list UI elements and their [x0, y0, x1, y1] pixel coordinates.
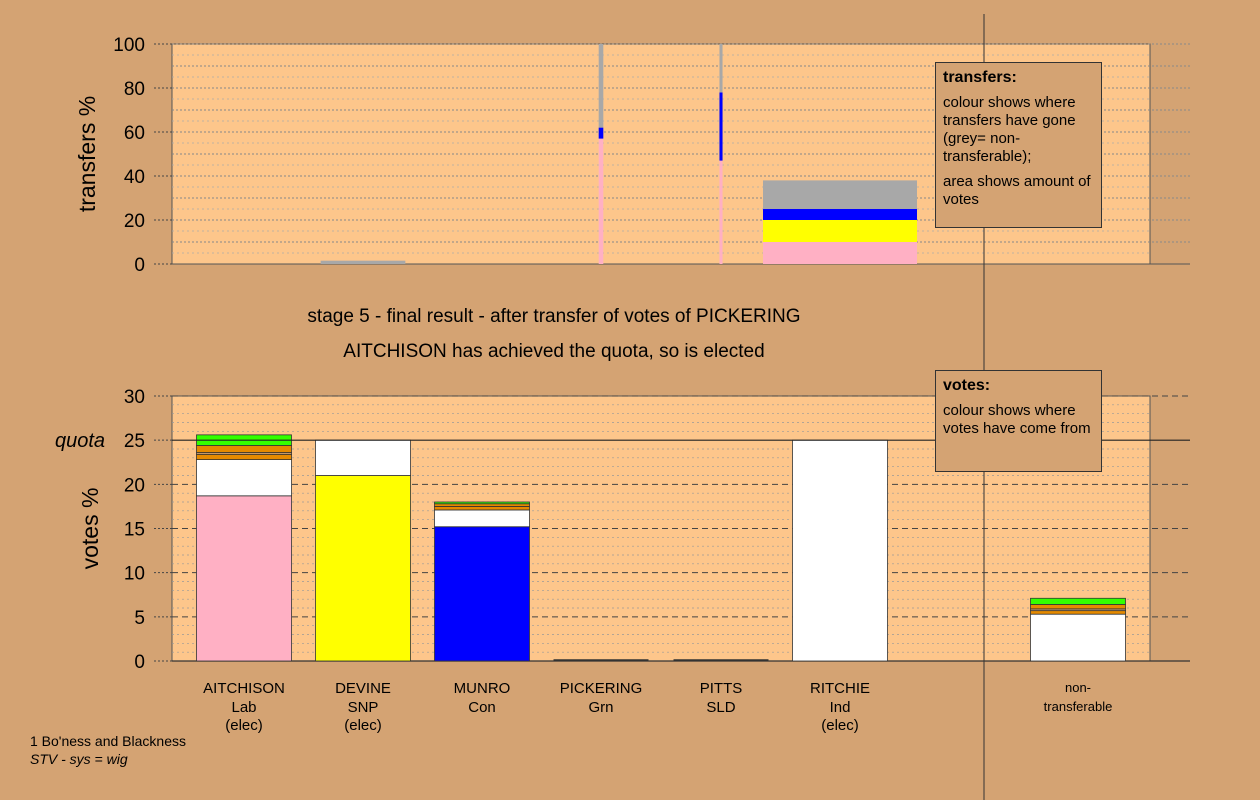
transfers-legend-box: transfers: colour shows where transfers …	[935, 62, 1102, 228]
vote-segment-nontransferable-sld	[1030, 610, 1126, 615]
transfer-segment-ritchie-con	[763, 209, 917, 220]
transfers-legend-area-text: area shows amount of votes	[943, 173, 1091, 208]
candidate-party-munro: Con	[468, 699, 496, 716]
candidate-party-pickering: Grn	[588, 699, 613, 716]
vote-segment-munro-sld	[434, 506, 530, 511]
votes-legend-box: votes: colour shows where votes have com…	[935, 370, 1102, 472]
vote-segment-devine-ind	[315, 439, 411, 476]
votes-tick-label: 25	[124, 431, 145, 452]
transfer-segment-pickering-non-transferable	[598, 44, 604, 128]
vote-segment-aitchison-sld-transfers	[196, 445, 292, 453]
stage-caption: stage 5 - final result - after transfer …	[307, 306, 801, 327]
candidate-name-pitts: PITTS	[700, 680, 743, 697]
transfers-legend-title: transfers:	[943, 69, 1017, 86]
vote-segment-aitchison-ind	[196, 459, 292, 497]
non-transferable-label-line2: transferable	[1044, 699, 1113, 714]
transfers-tick-label: 60	[124, 123, 145, 144]
transfers-y-axis-label: transfers %	[74, 96, 100, 212]
transfer-segment-pickering-lab	[598, 138, 604, 264]
votes-tick-label: 5	[134, 608, 145, 629]
transfers-tick-label: 40	[124, 167, 145, 188]
transfer-segment-ritchie-lab	[763, 242, 917, 264]
transfer-segment-devine-non-transferable	[320, 260, 406, 264]
candidate-name-devine: DEVINE	[335, 680, 391, 697]
votes-y-axis-label: votes %	[77, 488, 103, 570]
transfer-segment-pitts-lab	[719, 160, 723, 264]
candidate-party-pitts: SLD	[706, 699, 735, 716]
constituency-label: 1 Bo'ness and Blackness	[30, 733, 186, 749]
vote-segment-ritchie-ind	[792, 439, 888, 662]
vote-segment-nontransferable-sld-transfers	[1030, 604, 1126, 610]
vote-segment-nontransferable-grn	[1030, 597, 1126, 605]
transfer-segment-ritchie-non-transferable	[763, 180, 917, 209]
vote-segment-devine-snp	[315, 475, 411, 662]
vote-segment-aitchison-sld	[196, 453, 292, 460]
vote-segment-munro-grn	[434, 501, 530, 505]
candidate-name-munro: MUNRO	[454, 680, 511, 697]
candidate-status-ritchie: (elec)	[821, 717, 859, 734]
votes-tick-label: 15	[124, 520, 145, 541]
non-transferable-label-line1: non-	[1065, 680, 1091, 695]
candidate-name-pickering: PICKERING	[560, 680, 643, 697]
candidate-party-devine: SNP	[348, 699, 379, 716]
votes-legend-text: colour shows where votes have come from	[943, 402, 1091, 437]
transfer-segment-pitts-non-transferable	[719, 44, 723, 93]
transfer-segment-pickering-con	[598, 127, 604, 139]
vote-segment-aitchison-lab	[196, 495, 292, 662]
transfers-tick-label: 0	[134, 255, 145, 276]
vote-segment-munro-con	[434, 526, 530, 662]
transfers-tick-label: 80	[124, 79, 145, 100]
candidate-status-devine: (elec)	[344, 717, 382, 734]
candidate-party-ritchie: Ind	[830, 699, 851, 716]
result-caption: AITCHISON has achieved the quota, so is …	[343, 341, 765, 362]
candidate-name-aitchison: AITCHISON	[203, 680, 285, 697]
system-label: STV - sys = wig	[30, 751, 128, 767]
candidate-status-aitchison: (elec)	[225, 717, 263, 734]
transfer-segment-ritchie-snp	[763, 220, 917, 242]
votes-tick-label: 20	[124, 475, 145, 496]
quota-label: quota	[55, 430, 105, 452]
transfers-tick-label: 100	[113, 35, 145, 56]
votes-tick-label: 30	[124, 387, 145, 408]
vote-segment-nontransferable-ind	[1030, 613, 1126, 662]
transfers-tick-label: 20	[124, 211, 145, 232]
candidate-party-aitchison: Lab	[231, 699, 256, 716]
votes-legend-title: votes:	[943, 377, 991, 394]
vote-segment-munro-ind	[434, 509, 530, 528]
votes-tick-label: 10	[124, 564, 145, 585]
candidate-name-ritchie: RITCHIE	[810, 680, 870, 697]
transfers-legend-text: colour shows where transfers have gone (…	[943, 94, 1076, 165]
transfer-segment-pitts-con	[719, 92, 723, 161]
votes-tick-label: 0	[134, 652, 145, 673]
